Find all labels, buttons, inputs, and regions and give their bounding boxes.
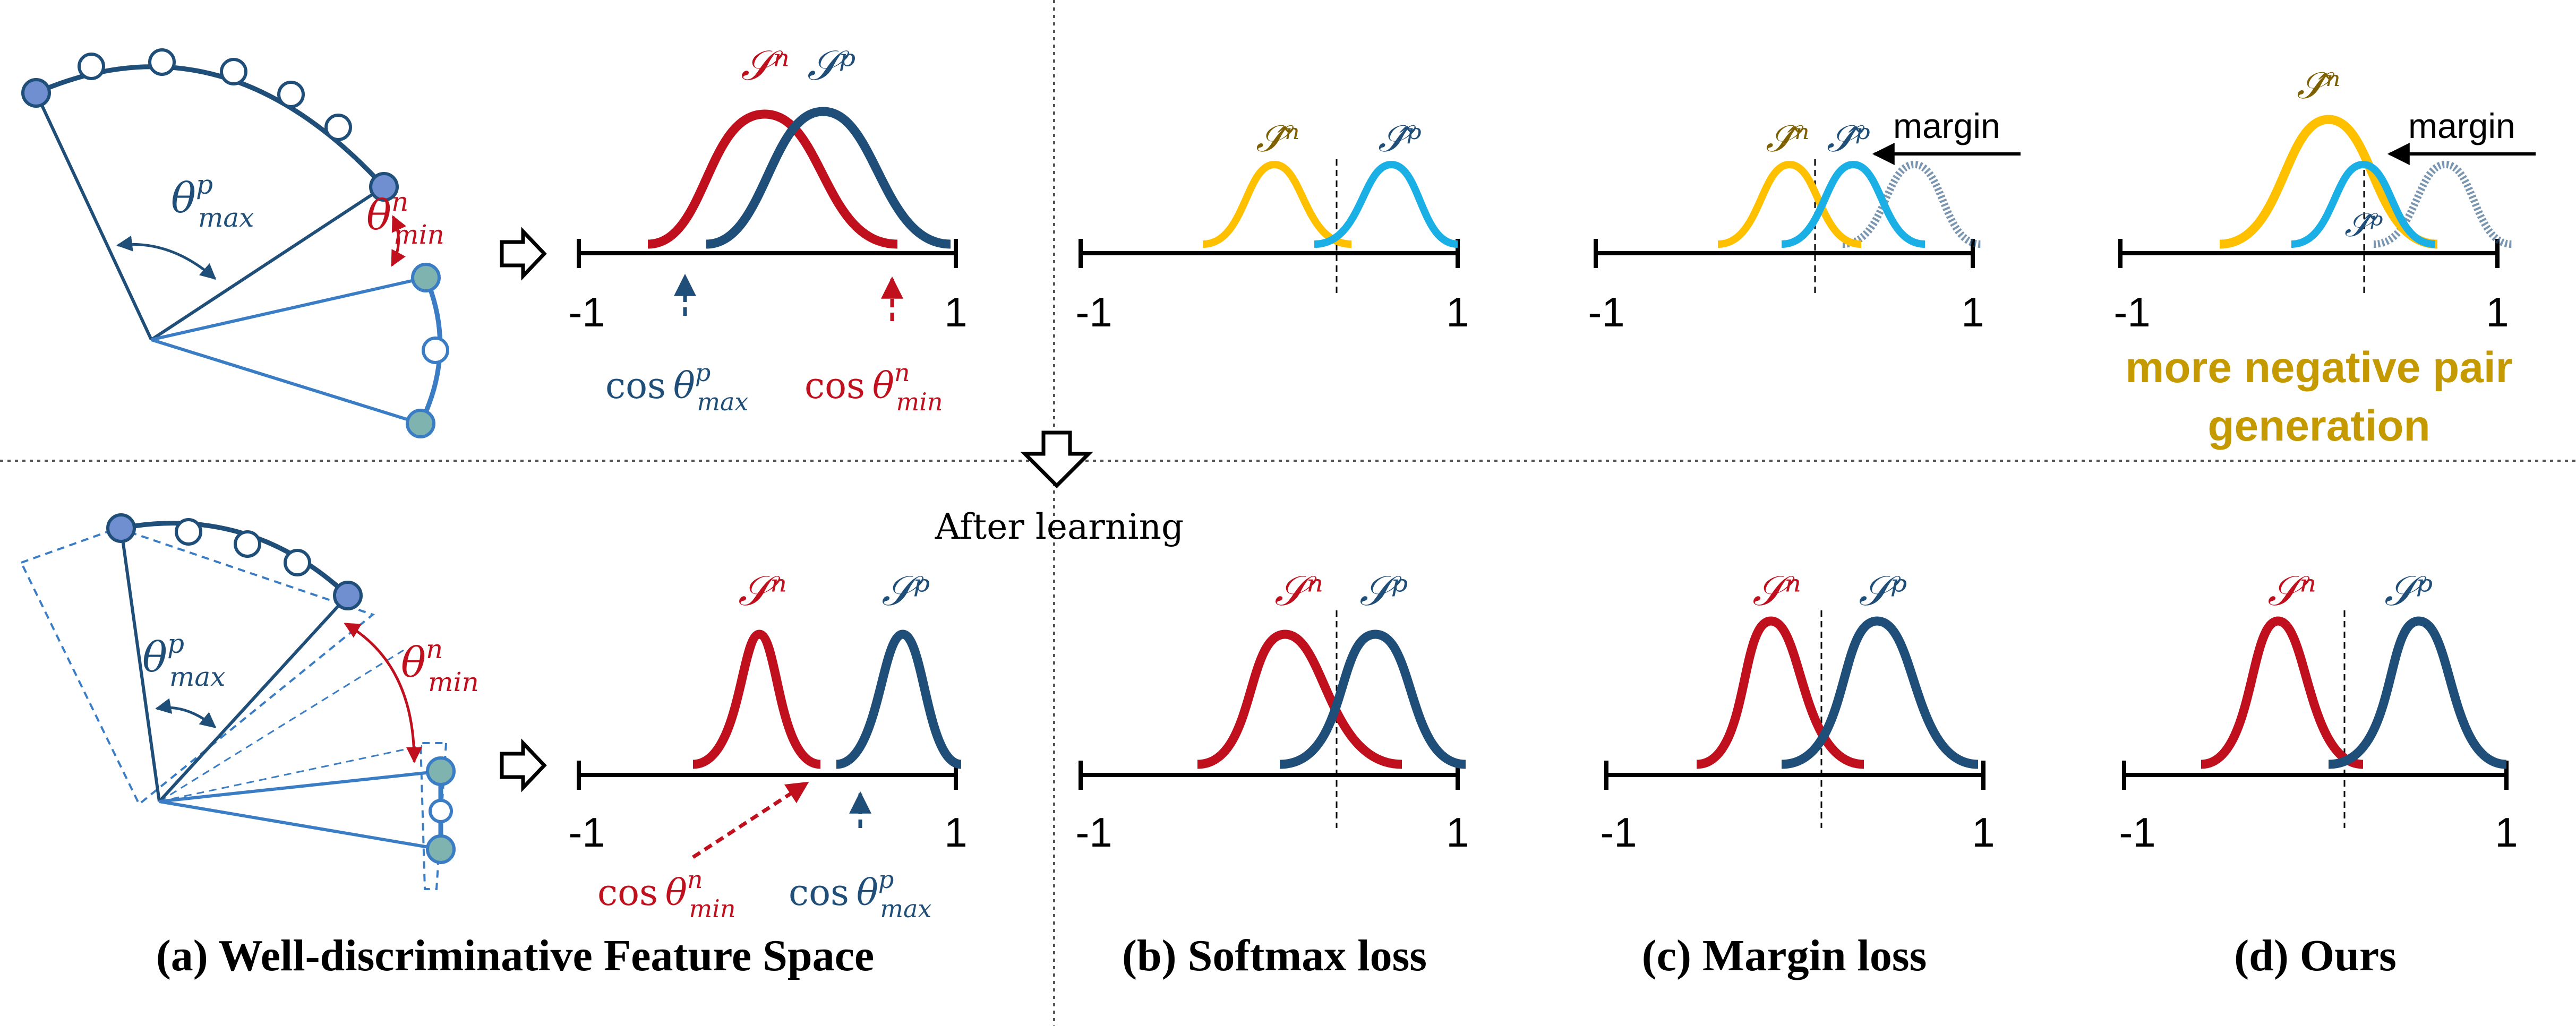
tick-pos-bottom-b: 1 [1446, 809, 1469, 856]
panel-bottom-c [1604, 610, 1986, 828]
caption-c: (c) Margin loss [1642, 931, 1927, 980]
tick-neg-bottom-a: -1 [568, 809, 605, 856]
curve-s-n [1197, 630, 1402, 769]
panel-bottom-a [577, 630, 962, 859]
label-s-n-bottom-d: 𝒮ⁿ [2267, 567, 2316, 615]
tick-pos-top-b: 1 [1446, 289, 1469, 335]
curve-s-hat-n [2219, 115, 2438, 249]
curve-s-n [2201, 616, 2364, 769]
label-theta-max-p-top: θp max [171, 169, 254, 233]
curve-s-n [692, 630, 821, 769]
curve-ghost [1842, 160, 1981, 248]
label-s-hat-n-top-d: 𝒮̂ⁿ [2297, 64, 2341, 107]
curve-s-hat-p [2291, 160, 2435, 248]
label-s-hat-n-top-b: 𝒮̂ⁿ [1256, 117, 1300, 160]
label-cos-theta-max-p-top: cos θp max [605, 358, 748, 416]
curve-s-n [1696, 616, 1864, 769]
panel-bottom-d [2122, 610, 2509, 828]
label-s-p-bottom-c: 𝒮ᵖ [1859, 567, 1907, 615]
tick-neg-bottom-d: -1 [2119, 809, 2155, 856]
marker-cos-theta-min-n [692, 781, 809, 859]
tick-pos-top-c: 1 [1961, 289, 1984, 335]
tick-neg-top-c: -1 [1588, 289, 1624, 335]
curve-s-n [647, 109, 898, 249]
tick-neg-top-d: -1 [2113, 289, 2150, 335]
label-s-p-bottom-d: 𝒮ᵖ [2384, 567, 2433, 615]
label-s-hat-p-top-c: 𝒮̂ᵖ [1827, 117, 1870, 160]
angle-arc-theta-min-bottom [344, 622, 422, 763]
after-learning-label: After learning [935, 506, 1184, 547]
label-cos-theta-min-n-top: cos θn min [805, 358, 943, 416]
more-negative-label-line1: more negative pair [2125, 343, 2512, 392]
tick-pos-top-a: 1 [944, 289, 967, 335]
label-s-hat-n-top-c: 𝒮̂ⁿ [1766, 117, 1810, 160]
curve-s-hat-p [1314, 160, 1458, 248]
tick-neg-top-b: -1 [1075, 289, 1112, 335]
label-s-p-bottom-b: 𝒮ᵖ [1359, 567, 1408, 615]
caption-b: (b) Softmax loss [1122, 931, 1427, 980]
curve-s-hat-n [1717, 160, 1862, 248]
tick-neg-bottom-b: -1 [1075, 809, 1112, 856]
label-s-n-bottom-c: 𝒮ⁿ [1752, 567, 1801, 615]
label-s-n-bottom-a: 𝒮ⁿ [738, 567, 787, 615]
curve-s-hat-p [1781, 160, 1925, 248]
label-cos-theta-min-n-bottom: cos θn min [597, 865, 735, 923]
curve-s-hat-n [1202, 160, 1352, 248]
label-s-hat-p-top-d: 𝒮̂ᵖ [2344, 205, 2383, 244]
label-s-hat-p-top-b: 𝒮̂ᵖ [1378, 117, 1422, 160]
label-s-n-top-a: 𝒮ⁿ [741, 42, 790, 90]
tick-pos-top-d: 1 [2486, 289, 2509, 335]
margin-label-c: margin [1893, 106, 2000, 145]
angle-arc-theta-min [390, 215, 407, 267]
curve-s-p [835, 630, 962, 769]
tick-pos-bottom-a: 1 [944, 809, 967, 856]
hollow-arrow-down-center [1020, 430, 1093, 488]
label-theta-min-n-top: θn min [366, 186, 444, 250]
label-theta-max-p-bottom: θp max [142, 628, 225, 692]
curve-s-p [1279, 630, 1466, 769]
curve-s-p [1781, 616, 1979, 769]
label-s-n-bottom-b: 𝒮ⁿ [1274, 567, 1323, 615]
label-s-p-top-a: 𝒮ᵖ [807, 42, 856, 90]
panel-top-b [1079, 159, 1460, 297]
curve-s-p [706, 107, 951, 249]
hollow-arrow-right-top [500, 227, 547, 281]
feature-space-bottom [20, 513, 456, 890]
caption-a: (a) Well-discriminative Feature Space [156, 931, 874, 980]
more-negative-label-line2: generation [2207, 402, 2430, 450]
label-theta-min-n-bottom: θn min [401, 634, 479, 697]
angle-arc-theta-max [116, 235, 217, 280]
label-s-p-bottom-a: 𝒮ᵖ [882, 567, 930, 615]
curve-s-p [2328, 616, 2507, 769]
tick-neg-bottom-c: -1 [1600, 809, 1637, 856]
tick-pos-bottom-c: 1 [1972, 809, 1995, 856]
panel-top-c [1594, 143, 2021, 297]
feature-space-top [21, 48, 449, 438]
caption-d: (d) Ours [2234, 931, 2397, 980]
tick-pos-bottom-d: 1 [2495, 809, 2518, 856]
margin-label-d: margin [2408, 106, 2515, 145]
label-cos-theta-max-p-bottom: cos θp max [789, 865, 931, 923]
panel-top-a [577, 107, 958, 321]
panel-bottom-b [1079, 610, 1466, 828]
panel-top-d [2118, 115, 2536, 297]
tick-neg-top-a: -1 [568, 289, 605, 335]
hollow-arrow-right-bottom [500, 738, 547, 792]
angle-arc-theta-max-bottom [155, 698, 217, 728]
